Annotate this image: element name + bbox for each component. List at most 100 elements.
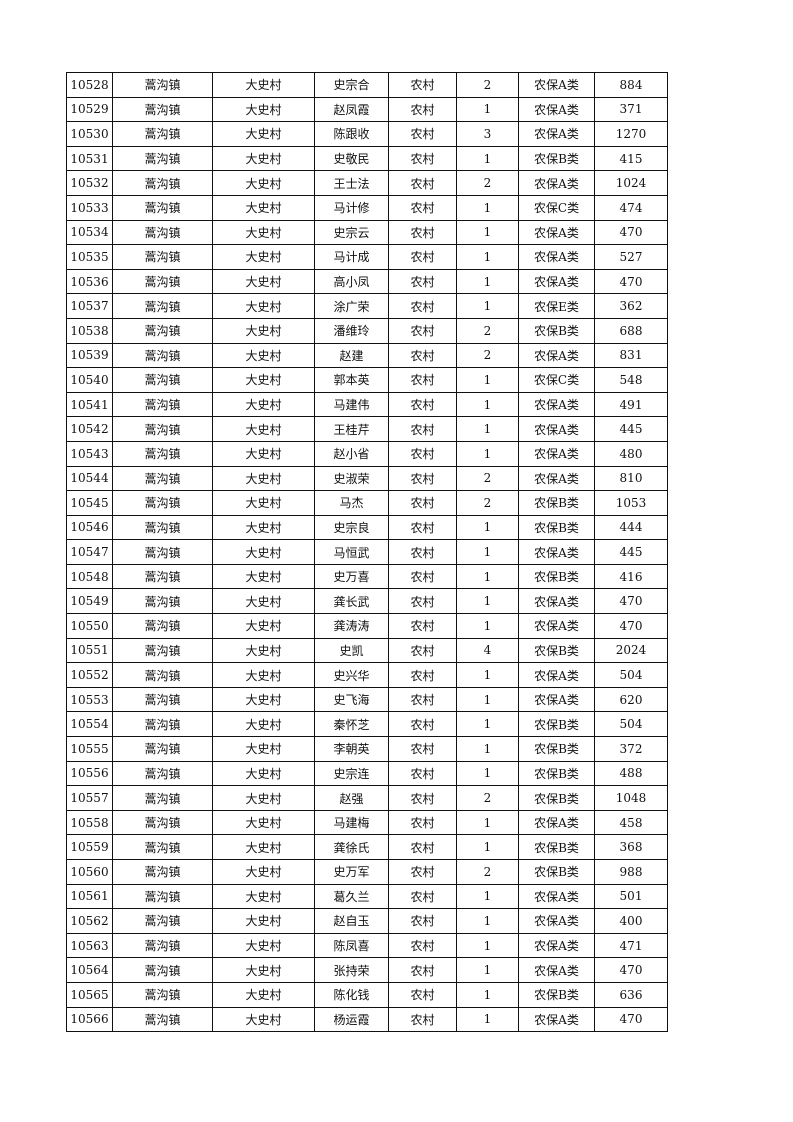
- table-row: 10563 蒿沟镇 大史村 陈凤喜 农村 1 农保A类 471: [66, 932, 668, 959]
- town-cell: 蒿沟镇: [112, 662, 213, 688]
- town-cell: 蒿沟镇: [112, 514, 213, 541]
- area-type-cell: 农村: [388, 514, 457, 541]
- town-cell: 蒿沟镇: [112, 268, 213, 295]
- village-cell: 大史村: [212, 662, 315, 688]
- record-id-cell: 10558: [66, 809, 113, 836]
- area-type-cell: 农村: [388, 736, 457, 762]
- name-cell: 史凯: [314, 637, 389, 664]
- table-row: 10548 蒿沟镇 大史村 史万喜 农村 1 农保B类 416: [66, 563, 668, 590]
- village-cell: 大史村: [212, 194, 315, 221]
- table-row: 10533 蒿沟镇 大史村 马计修 农村 1 农保C类 474: [66, 194, 668, 221]
- town-cell: 蒿沟镇: [112, 711, 213, 738]
- village-cell: 大史村: [212, 809, 315, 836]
- insurance-category-cell: 农保A类: [518, 244, 595, 270]
- village-cell: 大史村: [212, 686, 315, 713]
- table-row: 10559 蒿沟镇 大史村 龚徐氏 农村 1 农保B类 368: [66, 834, 668, 860]
- household-count-cell: 2: [456, 317, 519, 344]
- insurance-category-cell: 农保A类: [518, 96, 595, 123]
- amount-cell: 884: [594, 72, 668, 98]
- record-id-cell: 10543: [66, 440, 113, 467]
- insurance-category-cell: 农保E类: [518, 293, 595, 319]
- household-count-cell: 1: [456, 391, 519, 418]
- area-type-cell: 农村: [388, 293, 457, 319]
- area-type-cell: 农村: [388, 268, 457, 295]
- name-cell: 史宗良: [314, 514, 389, 541]
- area-type-cell: 农村: [388, 72, 457, 98]
- table-row: 10542 蒿沟镇 大史村 王桂芹 农村 1 农保A类 445: [66, 416, 668, 442]
- town-cell: 蒿沟镇: [112, 932, 213, 959]
- record-id-cell: 10530: [66, 121, 113, 147]
- name-cell: 王士法: [314, 170, 389, 196]
- amount-cell: 368: [594, 834, 668, 860]
- table-row: 10539 蒿沟镇 大史村 赵建 农村 2 农保A类 831: [66, 342, 668, 369]
- table-row: 10550 蒿沟镇 大史村 龚涛涛 农村 1 农保A类 470: [66, 613, 668, 639]
- insurance-category-cell: 农保B类: [518, 145, 595, 172]
- household-count-cell: 1: [456, 588, 519, 615]
- record-id-cell: 10539: [66, 342, 113, 369]
- name-cell: 龚长武: [314, 588, 389, 615]
- record-id-cell: 10554: [66, 711, 113, 738]
- household-count-cell: 1: [456, 809, 519, 836]
- village-cell: 大史村: [212, 908, 315, 934]
- household-count-cell: 1: [456, 834, 519, 860]
- name-cell: 郭本英: [314, 367, 389, 393]
- household-count-cell: 3: [456, 121, 519, 147]
- insurance-category-cell: 农保B类: [518, 490, 595, 516]
- amount-cell: 470: [594, 268, 668, 295]
- insurance-category-cell: 农保A类: [518, 121, 595, 147]
- town-cell: 蒿沟镇: [112, 416, 213, 442]
- area-type-cell: 农村: [388, 96, 457, 123]
- insurance-category-cell: 农保A类: [518, 908, 595, 934]
- household-count-cell: 2: [456, 490, 519, 516]
- amount-cell: 444: [594, 514, 668, 541]
- amount-cell: 371: [594, 96, 668, 123]
- village-cell: 大史村: [212, 490, 315, 516]
- insurance-category-cell: 农保A类: [518, 416, 595, 442]
- table-row: 10555 蒿沟镇 大史村 李朝英 农村 1 农保B类 372: [66, 736, 668, 762]
- village-cell: 大史村: [212, 859, 315, 885]
- town-cell: 蒿沟镇: [112, 809, 213, 836]
- name-cell: 马建伟: [314, 391, 389, 418]
- village-cell: 大史村: [212, 268, 315, 295]
- amount-cell: 400: [594, 908, 668, 934]
- village-cell: 大史村: [212, 981, 315, 1008]
- amount-cell: 636: [594, 981, 668, 1008]
- town-cell: 蒿沟镇: [112, 465, 213, 492]
- table-row: 10551 蒿沟镇 大史村 史凯 农村 4 农保B类 2024: [66, 637, 668, 664]
- amount-cell: 470: [594, 219, 668, 246]
- town-cell: 蒿沟镇: [112, 367, 213, 393]
- amount-cell: 445: [594, 539, 668, 565]
- table-row: 10558 蒿沟镇 大史村 马建梅 农村 1 农保A类 458: [66, 809, 668, 836]
- area-type-cell: 农村: [388, 908, 457, 934]
- household-count-cell: 1: [456, 563, 519, 590]
- insurance-category-cell: 农保B类: [518, 514, 595, 541]
- name-cell: 史宗连: [314, 760, 389, 787]
- name-cell: 马建梅: [314, 809, 389, 836]
- area-type-cell: 农村: [388, 760, 457, 787]
- table-row: 10531 蒿沟镇 大史村 史敬民 农村 1 农保B类 415: [66, 145, 668, 172]
- town-cell: 蒿沟镇: [112, 293, 213, 319]
- amount-cell: 470: [594, 588, 668, 615]
- area-type-cell: 农村: [388, 883, 457, 910]
- area-type-cell: 农村: [388, 613, 457, 639]
- town-cell: 蒿沟镇: [112, 317, 213, 344]
- household-count-cell: 2: [456, 170, 519, 196]
- record-id-cell: 10546: [66, 514, 113, 541]
- record-id-cell: 10534: [66, 219, 113, 246]
- area-type-cell: 农村: [388, 391, 457, 418]
- name-cell: 王桂芹: [314, 416, 389, 442]
- record-id-cell: 10551: [66, 637, 113, 664]
- record-id-cell: 10535: [66, 244, 113, 270]
- area-type-cell: 农村: [388, 686, 457, 713]
- records-table: 10528 蒿沟镇 大史村 史宗合 农村 2 农保A类 884 10529 蒿沟镇 大史村 赵凤霞 农村…: [66, 72, 668, 1033]
- table-row: 10540 蒿沟镇 大史村 郭本英 农村 1 农保C类 548: [66, 367, 668, 393]
- table-row: 10544 蒿沟镇 大史村 史淑荣 农村 2 农保A类 810: [66, 465, 668, 492]
- household-count-cell: 1: [456, 244, 519, 270]
- insurance-category-cell: 农保A类: [518, 588, 595, 615]
- table-row: 10553 蒿沟镇 大史村 史飞海 农村 1 农保A类 620: [66, 686, 668, 713]
- name-cell: 赵强: [314, 785, 389, 811]
- insurance-category-cell: 农保A类: [518, 686, 595, 713]
- household-count-cell: 1: [456, 613, 519, 639]
- area-type-cell: 农村: [388, 342, 457, 369]
- name-cell: 史万军: [314, 859, 389, 885]
